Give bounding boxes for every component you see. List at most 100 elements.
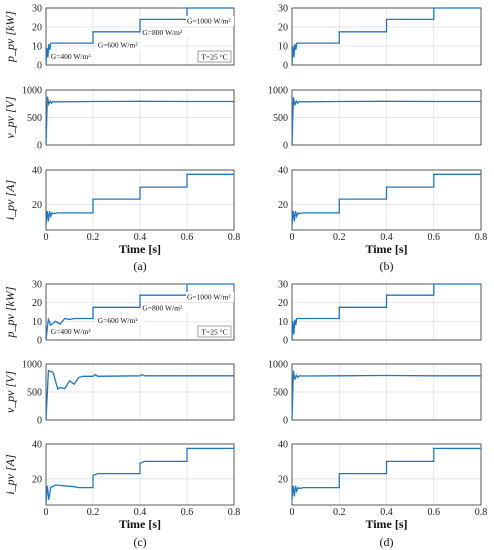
axes-frame <box>45 89 235 146</box>
x-tick-label: 0.6 <box>181 507 194 518</box>
x-axis-label: Time [s] <box>365 242 407 256</box>
x-tick-label: 0.2 <box>333 507 346 518</box>
temperature-note: T=25 °C <box>201 328 227 337</box>
x-tick-label: 0.2 <box>333 232 346 243</box>
subplot-1: 0 500 1000 v_pv [V] <box>3 86 235 152</box>
x-tick-label: 0.6 <box>181 232 194 243</box>
temperature-note: T=25 °C <box>201 53 227 62</box>
axes-frame <box>45 283 235 341</box>
subplot-1: 0 500 1000 v_pv [V] <box>3 360 235 427</box>
y-tick-label: 20 <box>32 474 42 485</box>
panel-caption: (a) <box>133 259 146 273</box>
subplot-1: 0 500 1000 <box>268 86 482 152</box>
subplot-0: 0 10 20 30 p_pv [kW] G=400 W/m² G=600 W/m²G=80… <box>3 280 235 347</box>
axes-frame <box>291 443 482 506</box>
temperature-box <box>197 325 232 338</box>
x-tick-label: 0.6 <box>428 507 441 518</box>
x-tick-label: 0.2 <box>87 232 100 243</box>
axes-frame <box>45 169 235 231</box>
y-axis-label: i_pv [A] <box>3 454 17 495</box>
x-tick-label: 0.6 <box>428 232 441 243</box>
y-tick-label: 20 <box>32 23 42 34</box>
axes-frame <box>45 443 235 506</box>
series-line <box>45 7 234 66</box>
irradiance-label: G=400 W/m² <box>51 327 92 336</box>
irradiance-label: G=1000 W/m² <box>187 17 231 26</box>
series-line <box>291 173 481 225</box>
y-tick-label: 1000 <box>22 86 42 97</box>
irradiance-label: G=400 W/m² <box>51 52 92 61</box>
irradiance-label: G=800 W/m² <box>142 28 183 37</box>
y-tick-label: 0 <box>283 141 288 152</box>
y-tick-label: 0 <box>283 416 288 427</box>
annotation-bg <box>96 315 145 326</box>
annotation-bg <box>96 39 145 50</box>
panel-caption: (c) <box>133 535 146 549</box>
x-tick-label: 0.8 <box>475 507 488 518</box>
annotation-bg <box>141 303 190 314</box>
x-tick-label: 0.8 <box>475 232 488 243</box>
axes-frame <box>291 363 482 421</box>
subplot-0: 0 10 20 30 p_pv [kW] G=400 W/m² G=600 W/m²G=80… <box>3 4 235 72</box>
subplot-1: 0 500 1000 <box>268 360 482 427</box>
chart-panel-0: 0 10 20 30 p_pv [kW] G=400 W/m² G=600 W/m²G=80… <box>3 4 240 274</box>
axes-frame <box>291 283 482 341</box>
y-tick-label: 0 <box>37 416 42 427</box>
y-tick-label: 20 <box>32 298 42 309</box>
y-tick-label: 1000 <box>268 360 288 371</box>
series-line <box>291 7 481 66</box>
y-tick-label: 40 <box>32 166 42 177</box>
y-tick-label: 20 <box>278 298 288 309</box>
y-axis-label: p_pv [kW] <box>3 286 17 338</box>
temperature-box <box>197 50 232 63</box>
panel-caption: (d) <box>380 535 394 549</box>
x-tick-label: 0.2 <box>87 507 100 518</box>
irradiance-label: G=600 W/m² <box>98 40 139 49</box>
panel-caption: (b) <box>380 259 394 273</box>
y-tick-label: 30 <box>278 4 288 15</box>
irradiance-label: G=600 W/m² <box>98 316 139 325</box>
series-line <box>45 283 234 341</box>
subplot-0: 0 10 20 30 <box>278 280 482 347</box>
x-tick-label: 0 <box>290 232 295 243</box>
series-line <box>291 97 481 146</box>
y-tick-label: 20 <box>278 23 288 34</box>
x-axis-label: Time [s] <box>365 517 407 531</box>
y-tick-label: 500 <box>27 388 42 399</box>
annotation-bg <box>186 291 234 302</box>
y-tick-label: 0 <box>283 61 288 72</box>
y-tick-label: 30 <box>32 4 42 15</box>
y-tick-label: 10 <box>32 42 42 53</box>
x-tick-label: 0.4 <box>134 232 147 243</box>
y-tick-label: 0 <box>37 61 42 72</box>
y-tick-label: 10 <box>32 317 42 328</box>
subplot-2: 20 40 i_pv [A] <box>3 166 235 231</box>
y-tick-label: 1000 <box>22 360 42 371</box>
axes-frame <box>291 89 482 146</box>
series-line <box>291 370 481 421</box>
y-axis-label: v_pv [V] <box>3 371 17 414</box>
y-tick-label: 0 <box>283 336 288 347</box>
x-axis-label: Time [s] <box>119 517 161 531</box>
y-axis-label: p_pv [kW] <box>3 11 17 63</box>
annotation-bg <box>141 27 190 38</box>
irradiance-label: G=1000 W/m² <box>187 292 231 301</box>
y-tick-label: 20 <box>278 200 288 211</box>
y-tick-label: 0 <box>37 141 42 152</box>
series-line <box>45 96 234 146</box>
y-tick-label: 10 <box>278 317 288 328</box>
y-tick-label: 500 <box>273 388 288 399</box>
annotation-bg <box>186 16 234 27</box>
axes-frame <box>291 7 482 66</box>
series-line <box>291 283 481 341</box>
irradiance-label: G=800 W/m² <box>142 304 183 313</box>
x-tick-label: 0 <box>290 507 295 518</box>
series-line <box>291 447 481 500</box>
y-tick-label: 30 <box>278 280 288 291</box>
y-axis-label: v_pv [V] <box>3 96 17 139</box>
y-tick-label: 500 <box>273 113 288 124</box>
series-line <box>45 173 234 225</box>
y-axis-label: i_pv [A] <box>3 180 17 221</box>
